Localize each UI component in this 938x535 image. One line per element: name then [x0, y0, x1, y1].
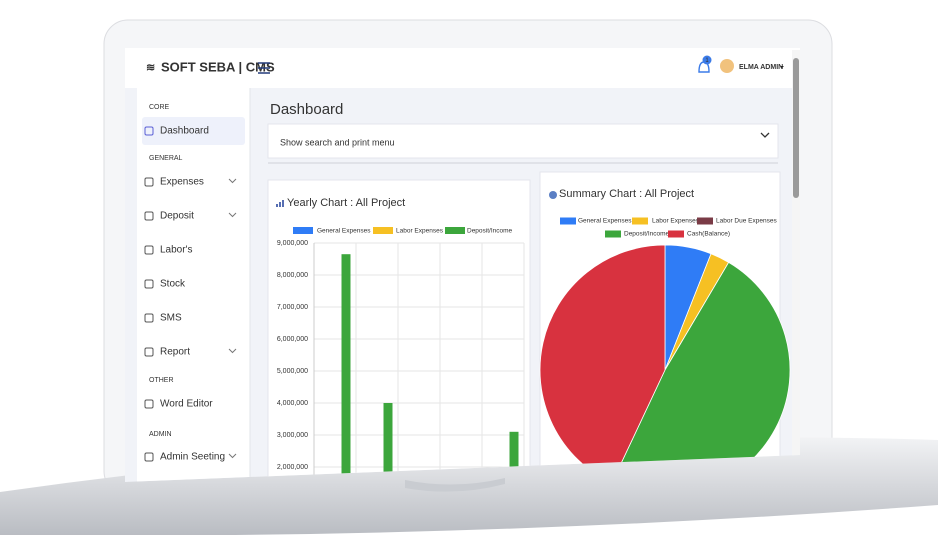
- y-tick-label: 7,000,000: [277, 304, 308, 311]
- menu-item[interactable]: Deposit: [160, 211, 194, 222]
- y-tick-label: 2,000,000: [277, 464, 308, 471]
- menu-chevron: [228, 453, 237, 459]
- menu-item[interactable]: Labor's: [160, 245, 193, 256]
- logo: ≋: [146, 62, 155, 74]
- legend-label: General Expenses: [317, 228, 371, 235]
- bar-title: Yearly Chart : All Project: [287, 197, 405, 209]
- legend-swatch: [697, 217, 713, 225]
- legend-label: Deposit/Income: [624, 231, 670, 238]
- charts: General Expenses Labor Expenses Deposit/In…: [277, 217, 791, 482]
- legend-label: Labor Due Expenses: [716, 218, 777, 225]
- avatar[interactable]: [720, 59, 734, 73]
- section-heading: CORE: [149, 104, 170, 111]
- legend-label: Labor Expenses: [396, 228, 444, 235]
- section-heading: OTHER: [149, 377, 174, 384]
- search-toggle-text[interactable]: Show search and print menu: [280, 137, 395, 147]
- menu-icon: [144, 126, 154, 136]
- sidebar-menu: CORE Dashboard GENERAL Expenses Deposit Labor…: [144, 104, 237, 463]
- menu-icon: [144, 211, 154, 221]
- menu-icon: [144, 347, 154, 357]
- y-tick-label: 9,000,000: [277, 240, 308, 247]
- pie-slice: [611, 261, 791, 482]
- badge-count: 1: [705, 58, 709, 64]
- active-item-bg: [142, 117, 245, 145]
- legend-label: General Expenses: [578, 218, 632, 225]
- search-toggle-card[interactable]: [267, 123, 779, 159]
- section-heading: ADMIN: [149, 431, 172, 438]
- legend-swatch: [632, 217, 648, 225]
- y-tick-label: 4,000,000: [277, 400, 308, 407]
- top-bar: [125, 48, 800, 88]
- bar: [383, 403, 393, 482]
- y-tick-label: 8,000,000: [277, 272, 308, 279]
- pie-icon: [549, 191, 557, 199]
- scrollbar: [792, 50, 800, 480]
- legend-label: Deposit/Income: [467, 228, 513, 235]
- menu-item[interactable]: Report: [160, 347, 190, 358]
- menu-icon: [144, 313, 154, 323]
- page-title: Dashboard: [270, 101, 343, 118]
- menu-icon: [144, 177, 154, 187]
- legend-swatch: [373, 227, 393, 234]
- menu-icon: [144, 245, 154, 255]
- menu-chevron: [228, 178, 237, 184]
- notch: [405, 478, 505, 492]
- user-caret: [780, 66, 784, 68]
- legend-label: Cash(Balance): [687, 231, 730, 238]
- menu-chevron: [228, 348, 237, 354]
- menu-item[interactable]: SMS: [160, 313, 182, 324]
- y-tick-label: 3,000,000: [277, 432, 308, 439]
- legend-swatch: [668, 230, 684, 238]
- screen: ≋ SOFT SEBA | CMS 1 ELMA ADMIN CORE Dashb…: [125, 48, 800, 482]
- legend-swatch: [293, 227, 313, 234]
- legend-swatch: [560, 217, 576, 225]
- pie-title: Summary Chart : All Project: [559, 188, 694, 200]
- menu-icon: [144, 279, 154, 289]
- menu-item[interactable]: Admin Seeting: [160, 452, 225, 463]
- section-heading: GENERAL: [149, 155, 183, 162]
- scroll-thumb[interactable]: [793, 58, 799, 198]
- y-tick-label: 6,000,000: [277, 336, 308, 343]
- menu-item[interactable]: Dashboard: [160, 126, 209, 137]
- brand: SOFT SEBA | CMS: [161, 59, 275, 74]
- y-tick-label: 5,000,000: [277, 368, 308, 375]
- legend-label: Labor Expenses: [652, 218, 700, 225]
- menu-item[interactable]: Expenses: [160, 177, 204, 188]
- pie-slice: [539, 244, 666, 482]
- menu-item[interactable]: Stock: [160, 279, 186, 290]
- bar: [509, 431, 519, 482]
- menu-toggle[interactable]: [258, 62, 270, 74]
- menu-icon: [144, 399, 154, 409]
- legend-swatch: [605, 230, 621, 238]
- chevron: [760, 132, 770, 138]
- legend-swatch: [445, 227, 465, 234]
- bar: [341, 254, 351, 482]
- user-name[interactable]: ELMA ADMIN: [739, 64, 783, 71]
- badge: [702, 55, 712, 65]
- menu-item[interactable]: Word Editor: [160, 399, 213, 410]
- menu-chevron: [228, 212, 237, 218]
- menu-icon: [144, 452, 154, 462]
- bar-icon: [276, 200, 284, 207]
- sidebar: [137, 88, 250, 482]
